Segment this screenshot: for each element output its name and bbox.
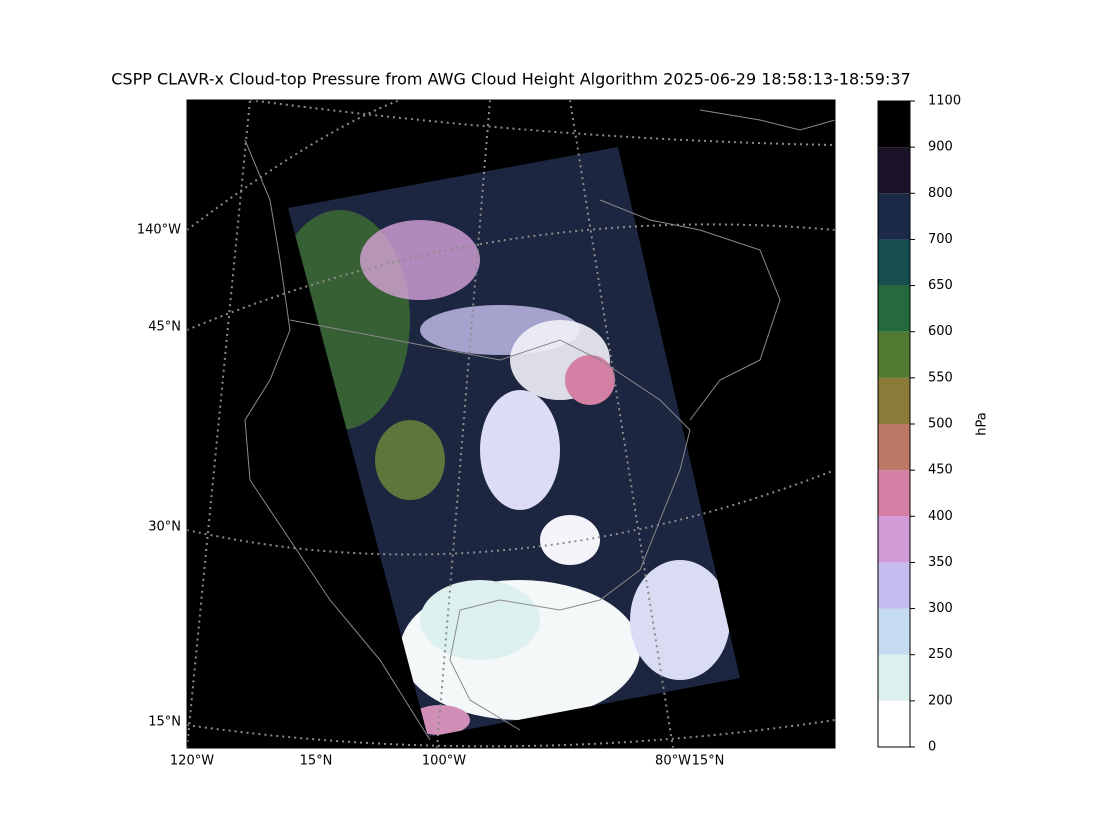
colorbar-tick-label: 500: [928, 417, 953, 432]
grid-label: 30°N: [148, 520, 181, 535]
colorbar-bin: [878, 193, 910, 240]
colorbar-bin: [878, 101, 910, 148]
colorbar-tick-label: 550: [928, 370, 953, 385]
colorbar-bin: [878, 608, 910, 655]
colorbar-bin: [878, 331, 910, 378]
colorbar-bin: [878, 239, 910, 286]
grid-label: 80°W: [655, 754, 691, 769]
colorbar-tick-label: 400: [928, 509, 953, 524]
grid-label: 15°N: [300, 754, 333, 769]
colorbar-tick-label: 450: [928, 463, 953, 478]
colorbar-bin: [878, 562, 910, 609]
colorbar-bin: [878, 516, 910, 563]
map: [187, 100, 835, 748]
colorbar-tick-label: 200: [928, 693, 953, 708]
grid-label: 100°W: [422, 754, 466, 769]
colorbar-tick-label: 350: [928, 555, 953, 570]
grid-label: 15°N: [148, 715, 181, 730]
colorbar-bin: [878, 470, 910, 517]
colorbar-tick-label: 700: [928, 232, 953, 247]
colorbar-tick-label: 800: [928, 186, 953, 201]
colorbar-bin: [878, 424, 910, 471]
colorbar-bin: [878, 377, 910, 424]
colorbar-tick-label: 600: [928, 324, 953, 339]
grid-label: 140°W: [137, 223, 181, 238]
colorbar-tick-label: 250: [928, 647, 953, 662]
colorbar-tick-label: 650: [928, 278, 953, 293]
colorbar-label: hPa: [975, 412, 990, 435]
title: CSPP CLAVR-x Cloud-top Pressure from AWG…: [111, 70, 910, 89]
grid-label: 15°N: [692, 754, 725, 769]
colorbar-bin: [878, 700, 910, 747]
colorbar-bin: [878, 654, 910, 701]
colorbar-tick-label: 900: [928, 140, 953, 155]
colorbar-bin: [878, 147, 910, 194]
colorbar-tick-label: 1100: [928, 94, 961, 109]
grid-label: 45°N: [148, 320, 181, 335]
colorbar-tick-label: 300: [928, 601, 953, 616]
grid-label: 120°W: [170, 754, 214, 769]
map-frame: [186, 99, 836, 749]
colorbar-bin: [878, 285, 910, 332]
colorbar-tick-label: 0: [928, 740, 936, 755]
